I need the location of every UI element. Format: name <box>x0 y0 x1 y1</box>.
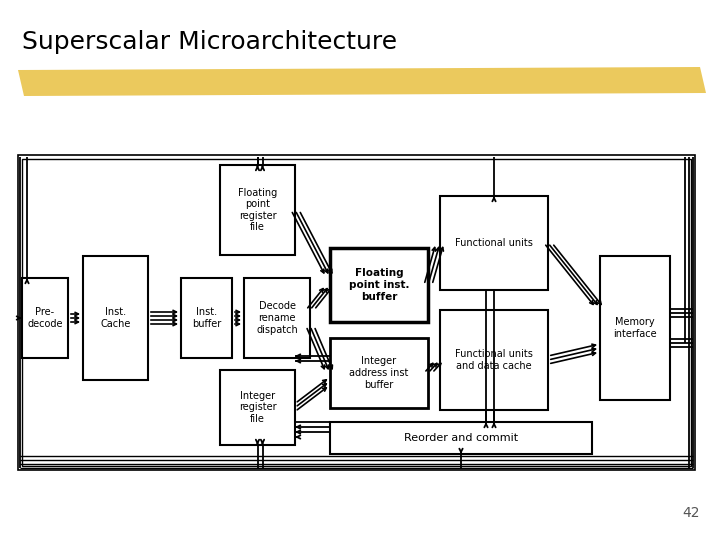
Text: Inst.
buffer: Inst. buffer <box>192 307 221 329</box>
Bar <box>22 278 68 358</box>
Text: Pre-
decode: Pre- decode <box>27 307 63 329</box>
Bar <box>181 278 232 358</box>
Bar <box>18 155 695 470</box>
Text: Functional units: Functional units <box>455 238 533 248</box>
Bar <box>244 278 310 358</box>
Bar <box>600 256 670 400</box>
Text: Memory
interface: Memory interface <box>613 317 657 339</box>
Bar <box>440 310 548 410</box>
Bar <box>330 338 428 408</box>
Text: Decode
rename
dispatch: Decode rename dispatch <box>256 301 298 335</box>
Bar <box>220 370 295 445</box>
Bar <box>330 422 592 454</box>
Text: Superscalar Microarchitecture: Superscalar Microarchitecture <box>22 30 397 54</box>
Text: Reorder and commit: Reorder and commit <box>404 433 518 443</box>
Bar <box>330 248 428 322</box>
Polygon shape <box>18 67 706 96</box>
Text: Integer
address inst
buffer: Integer address inst buffer <box>349 356 409 389</box>
Bar <box>83 256 148 380</box>
Text: Floating
point
register
file: Floating point register file <box>238 187 277 232</box>
Text: 42: 42 <box>683 506 700 520</box>
Bar <box>220 165 295 255</box>
Bar <box>440 196 548 290</box>
Text: Functional units
and data cache: Functional units and data cache <box>455 349 533 371</box>
Text: Integer
register
file: Integer register file <box>239 391 276 424</box>
Text: Inst.
Cache: Inst. Cache <box>100 307 131 329</box>
Bar <box>22 159 691 466</box>
Text: Floating
point inst.
buffer: Floating point inst. buffer <box>348 268 409 302</box>
